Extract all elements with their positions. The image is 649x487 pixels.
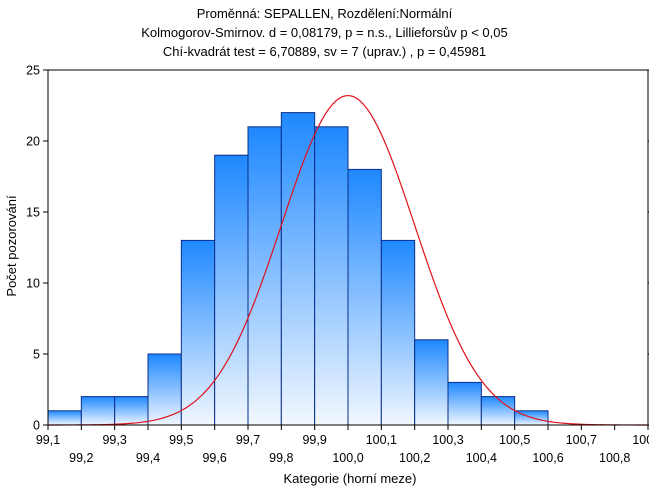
x-tick-label-lower: 99,6: [202, 451, 226, 465]
y-tick-label: 0: [33, 419, 40, 433]
histogram-bar: [480, 396, 516, 426]
chart-title-line-3: Chí-kvadrát test = 6,70889, sv = 7 (upra…: [162, 44, 487, 59]
x-tick-label-lower: 100,6: [532, 451, 563, 465]
chart-title-line-2: Kolmogorov-Smirnov. d = 0,08179, p = n.s…: [141, 25, 508, 40]
x-tick-label-lower: 100,8: [599, 451, 630, 465]
chart-title-line-1: Proměnná: SEPALLEN, Rozdělení:Normální: [196, 6, 453, 21]
histogram-bar: [114, 396, 149, 426]
x-tick-label-upper: 99,1: [36, 433, 60, 447]
x-tick-label-lower: 100,0: [332, 451, 363, 465]
x-tick-label-upper: 99,7: [236, 433, 260, 447]
y-tick-label: 15: [26, 206, 40, 220]
bars-layer: [47, 112, 549, 426]
y-tick-label: 20: [26, 135, 40, 149]
x-tick-label-lower: 99,8: [269, 451, 293, 465]
histogram-bar: [280, 112, 316, 426]
x-tick-label-upper: 100,3: [432, 433, 463, 447]
x-tick-label-upper: 99,3: [102, 433, 126, 447]
x-tick-label-upper: 100,9: [632, 433, 649, 447]
y-tick-label: 5: [33, 348, 40, 362]
y-tick-label: 10: [26, 277, 40, 291]
x-tick-label-upper: 99,9: [302, 433, 326, 447]
histogram-bar: [380, 239, 416, 426]
histogram-bar: [447, 381, 482, 426]
histogram-bar: [47, 410, 82, 426]
histogram-bar: [180, 239, 216, 426]
x-tick-label-lower: 99,2: [69, 451, 93, 465]
y-axis-label: Počet pozorování: [4, 195, 19, 297]
x-tick-label-upper: 100,5: [499, 433, 530, 447]
histogram-bar: [347, 168, 382, 426]
x-tick-label-upper: 100,1: [366, 433, 397, 447]
ticks-layer: 0 5 10 15 20 25 99,1 99,3 99,5 99,7 99,9 100,1 100,3…: [26, 64, 649, 465]
fit-curve-layer: [47, 94, 649, 426]
normal-fit-curve: [47, 94, 649, 426]
histogram-bar: [414, 339, 449, 426]
y-tick-label: 25: [26, 64, 40, 78]
x-tick-label-lower: 100,2: [399, 451, 430, 465]
x-axis-label: Kategorie (horní meze): [284, 471, 417, 486]
x-tick-label-upper: 99,5: [169, 433, 193, 447]
histogram-bar: [80, 396, 116, 426]
x-tick-label-lower: 99,4: [136, 451, 160, 465]
x-tick-label-upper: 100,7: [566, 433, 597, 447]
histogram-bar: [214, 154, 249, 426]
x-tick-label-lower: 100,4: [466, 451, 497, 465]
histogram-bar: [314, 126, 349, 426]
histogram-bar: [147, 353, 182, 426]
